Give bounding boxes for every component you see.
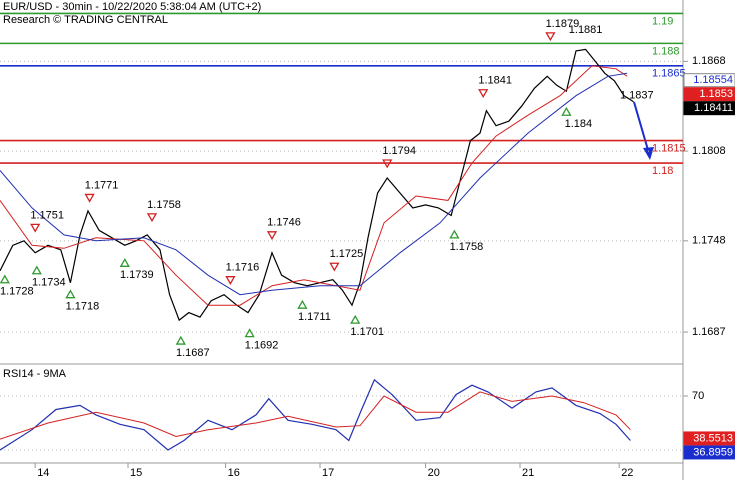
signal-label: 1.1751 bbox=[30, 209, 64, 221]
level-label: 1.18 bbox=[652, 165, 673, 177]
signal-up bbox=[244, 328, 255, 338]
signal-label: 1.1758 bbox=[450, 241, 484, 253]
current-value-box bbox=[683, 101, 735, 116]
signal-up bbox=[65, 289, 76, 299]
signal-label: 1.1711 bbox=[298, 311, 331, 323]
current-value-label: 1.1853 bbox=[699, 88, 733, 100]
current-value-label: 36.8959 bbox=[693, 446, 733, 458]
signal-up bbox=[119, 257, 130, 267]
x-tick-label: 15 bbox=[130, 467, 142, 479]
level-label: 1.1815 bbox=[652, 143, 686, 155]
signal-down bbox=[146, 213, 158, 223]
signal-label: 1.1728 bbox=[0, 286, 34, 298]
signal-down bbox=[545, 32, 556, 42]
signal-label: 1.1794 bbox=[382, 145, 416, 157]
projection-arrowhead bbox=[643, 147, 654, 160]
x-tick-label: 14 bbox=[37, 467, 49, 479]
series-line bbox=[0, 48, 634, 322]
signal-up bbox=[561, 106, 572, 116]
signal-label: 1.1771 bbox=[85, 179, 119, 191]
level-label: 1.188 bbox=[652, 45, 680, 57]
signal-up bbox=[350, 314, 361, 324]
level-label: 1.1865 bbox=[652, 68, 686, 80]
signal-down bbox=[478, 89, 489, 99]
y-tick-label: 1.1808 bbox=[692, 145, 726, 157]
current-value-label: 1.18554 bbox=[693, 74, 733, 86]
current-value-box bbox=[683, 445, 735, 460]
signal-label: 1.1746 bbox=[267, 217, 301, 229]
signal-label: 1.1739 bbox=[120, 269, 154, 281]
signal-label: 1.184 bbox=[565, 118, 593, 130]
y-tick-label: 1.1748 bbox=[692, 235, 726, 247]
signal-label: 1.1841 bbox=[478, 75, 512, 87]
signal-down bbox=[266, 231, 278, 241]
signal-label: 1.1716 bbox=[226, 262, 260, 274]
signal-label: 1.1687 bbox=[176, 347, 210, 359]
y-tick-label: 1.1687 bbox=[692, 326, 726, 338]
x-tick-label: 16 bbox=[228, 467, 240, 479]
projection-arrow bbox=[633, 101, 649, 151]
signal-label: 1.1725 bbox=[330, 248, 364, 260]
current-value-box bbox=[683, 73, 735, 88]
signal-down bbox=[329, 262, 340, 272]
signal-label: 1.1718 bbox=[66, 301, 100, 313]
y-tick-label: 70 bbox=[692, 390, 704, 402]
signal-label: 1.1734 bbox=[32, 277, 66, 289]
signal-up bbox=[175, 335, 186, 345]
signal-up bbox=[0, 274, 10, 284]
signal-label: 1.1881 bbox=[569, 24, 603, 36]
series-line bbox=[0, 378, 631, 451]
signal-down bbox=[382, 159, 393, 169]
current-value-label: 1.18411 bbox=[694, 102, 733, 114]
signal-down bbox=[30, 223, 41, 233]
signal-up bbox=[31, 265, 42, 275]
chart-title: EUR/USD - 30min - 10/22/2020 5:38:04 AM … bbox=[3, 1, 261, 13]
signal-down bbox=[225, 276, 236, 286]
signal-label: 1.1758 bbox=[147, 199, 181, 211]
x-tick-label: 17 bbox=[322, 467, 334, 479]
x-tick-label: 21 bbox=[522, 467, 534, 479]
signal-label: 1.1837 bbox=[620, 90, 654, 102]
current-value-label: 38.5513 bbox=[693, 432, 733, 444]
signal-up bbox=[449, 229, 460, 239]
x-tick-label: 22 bbox=[621, 467, 633, 479]
signal-up bbox=[297, 299, 308, 309]
signal-label: 1.1701 bbox=[350, 326, 384, 338]
current-value-box bbox=[683, 431, 735, 446]
x-tick-label: 20 bbox=[428, 467, 440, 479]
y-tick-label: 1.1868 bbox=[692, 55, 726, 67]
rsi-title: RSI14 - 9MA bbox=[3, 368, 67, 380]
series-line bbox=[0, 72, 628, 296]
signal-label: 1.1692 bbox=[245, 340, 279, 352]
current-value-box bbox=[683, 87, 735, 102]
signal-label: 1.1879 bbox=[546, 18, 580, 30]
series-line bbox=[0, 391, 631, 440]
chart-subtitle: Research © TRADING CENTRAL bbox=[3, 14, 168, 26]
signal-down bbox=[84, 193, 95, 203]
level-label: 1.19 bbox=[652, 15, 673, 27]
